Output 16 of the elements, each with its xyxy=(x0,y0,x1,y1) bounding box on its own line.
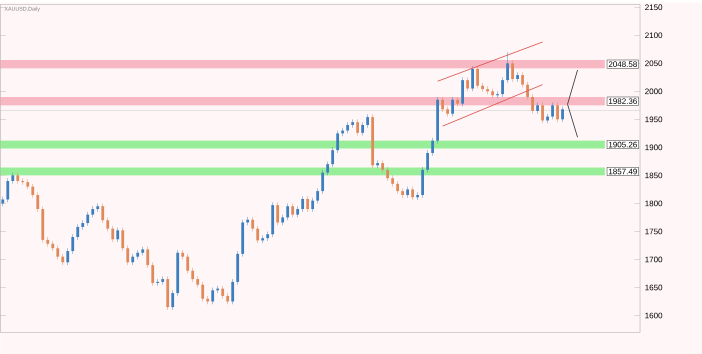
y-tick-label: 2100 xyxy=(645,32,662,38)
y-tick-label: 1600 xyxy=(645,312,662,318)
y-tick-label: 1950 xyxy=(645,116,662,122)
y-tick-label: 2000 xyxy=(645,88,662,94)
y-tick-label: 1800 xyxy=(645,200,662,206)
band-label: 1905.26 xyxy=(608,142,637,148)
band-label: 1982.36 xyxy=(608,98,637,104)
y-tick-label: 1650 xyxy=(645,284,662,290)
y-tick-label: 1900 xyxy=(645,144,662,150)
y-tick-label: 2150 xyxy=(645,4,662,10)
band-label: 1857.49 xyxy=(608,168,637,174)
y-tick-label: 1750 xyxy=(645,228,662,234)
y-tick-label: 1850 xyxy=(645,172,662,178)
y-tick-label: 2050 xyxy=(645,60,662,66)
y-tick-label: 1700 xyxy=(645,256,662,262)
band-label: 2048.58 xyxy=(608,61,637,67)
